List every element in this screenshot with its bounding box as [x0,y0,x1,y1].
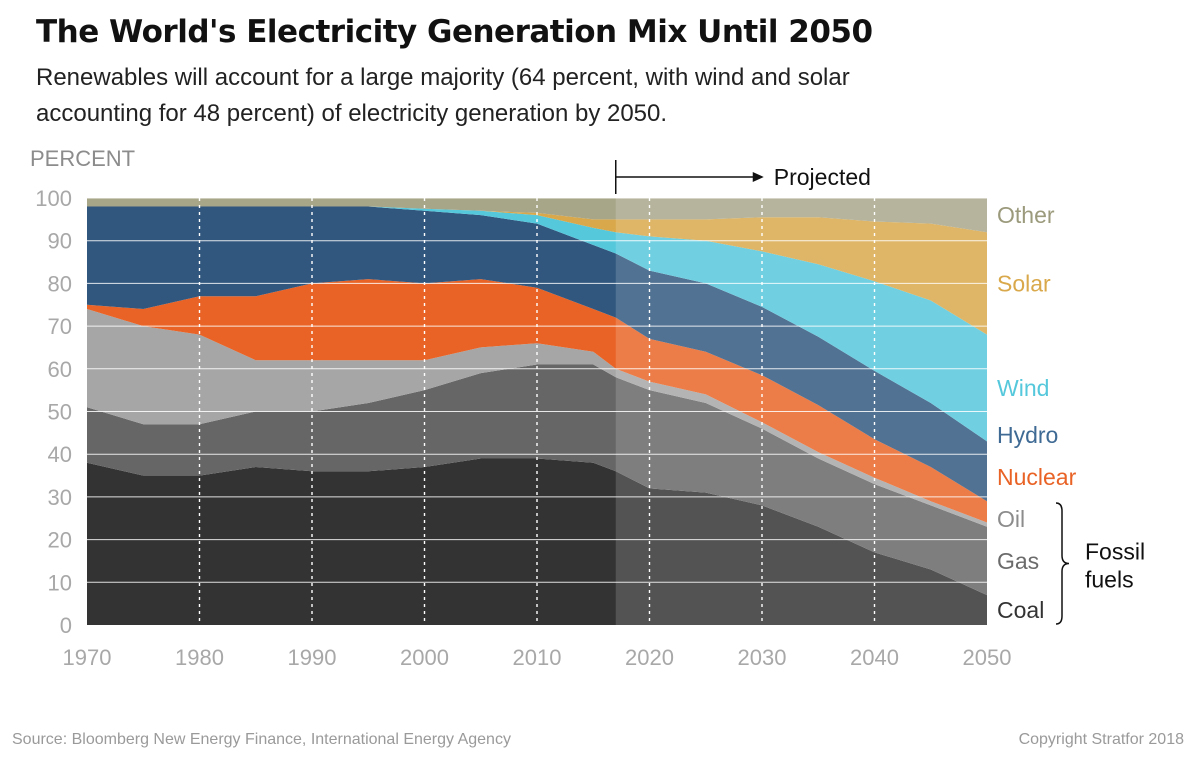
series-label-coal: Coal [997,597,1044,623]
area-oil [87,309,987,527]
x-tick-label: 1970 [63,645,112,670]
y-axis-unit-label: PERCENT [30,146,135,171]
series-labels: Coal Gas Oil Nuclear Hydro Wind Solar Other [997,202,1077,623]
arrowhead-icon [752,172,764,182]
x-tick-label: 2020 [625,645,674,670]
y-tick-label: 40 [48,442,72,467]
series-label-hydro: Hydro [997,422,1058,448]
y-tick-label: 100 [35,186,72,211]
y-tick-label: 0 [60,613,72,638]
area-solar [87,206,987,335]
series-label-gas: Gas [997,548,1039,574]
gridlines [87,197,987,625]
copyright-note: Copyright Stratfor 2018 [1018,731,1184,748]
x-tick-label: 2050 [963,645,1012,670]
y-tick-label: 10 [48,570,72,595]
brace-icon [1055,502,1070,625]
y-tick-label: 30 [48,485,72,510]
area-hydro [87,206,987,502]
projected-annotation: Projected [615,160,871,194]
y-axis-ticks: 0 10 20 30 40 50 60 70 80 90 100 [35,186,72,638]
series-label-nuclear: Nuclear [997,464,1077,490]
series-label-solar: Solar [997,270,1051,296]
chart-subtitle: Renewables will account for a large majo… [36,64,850,127]
x-tick-label: 2040 [850,645,899,670]
chart-title: The World's Electricity Generation Mix U… [36,14,873,50]
fossil-fuels-bracket: Fossil fuels [1055,502,1145,625]
x-tick-label: 1980 [175,645,224,670]
y-tick-label: 60 [48,357,72,382]
fossil-label-line-2: fuels [1085,567,1134,593]
fossil-label-line-1: Fossil [1085,539,1145,565]
x-tick-label: 1990 [288,645,337,670]
source-note: Source: Bloomberg New Energy Finance, In… [12,731,511,748]
projected-label: Projected [774,164,871,190]
series-label-oil: Oil [997,506,1025,532]
x-axis-ticks: 1970 1980 1990 2000 2010 2020 2030 2040 2050 [63,645,1012,670]
x-tick-label: 2030 [738,645,787,670]
y-tick-label: 20 [48,528,72,553]
x-tick-label: 2010 [513,645,562,670]
y-tick-label: 80 [48,271,72,296]
x-tick-label: 2000 [400,645,449,670]
area-wind [87,206,987,442]
y-tick-label: 90 [48,229,72,254]
series-label-wind: Wind [997,375,1049,401]
series-label-other: Other [997,202,1055,228]
y-tick-label: 70 [48,314,72,339]
y-tick-label: 50 [48,400,72,425]
